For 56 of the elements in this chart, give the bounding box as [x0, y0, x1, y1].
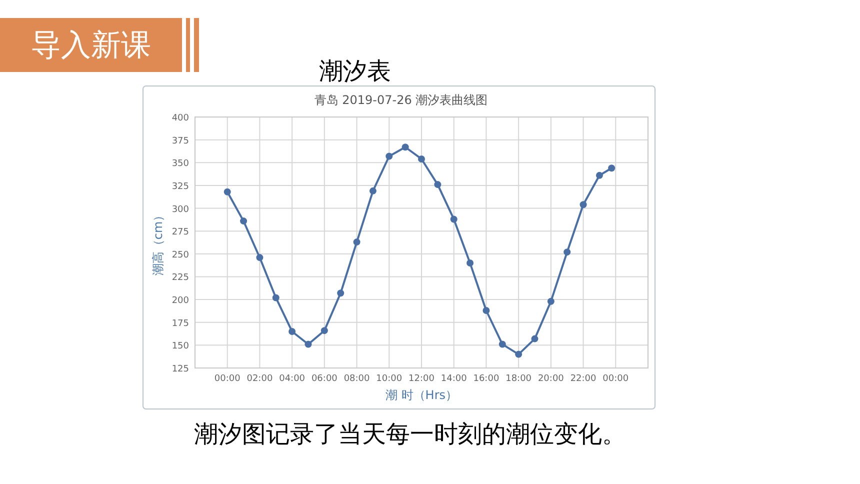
- point: [320, 327, 328, 334]
- y-tick-label: 225: [172, 273, 189, 284]
- chart-title: 潮汐表: [319, 57, 391, 85]
- point: [369, 187, 376, 194]
- point: [240, 218, 248, 225]
- x-tick-label: 20:00: [538, 374, 564, 384]
- point: [288, 328, 296, 335]
- point: [498, 340, 506, 348]
- x-tick-label: 00:00: [602, 374, 629, 384]
- y-tick-label: 125: [172, 364, 189, 374]
- point: [450, 216, 458, 223]
- y-tick-label: 400: [172, 114, 190, 124]
- text: 导入新课: [31, 28, 151, 63]
- y-tick-label: 375: [172, 136, 189, 146]
- y-tick-label: 250: [172, 250, 190, 260]
- y-tick-label: 150: [172, 342, 190, 352]
- point: [386, 152, 393, 160]
- y-axis-title: 潮高（cm）: [151, 209, 165, 276]
- x-tick-label: 14:00: [440, 374, 468, 384]
- point: [256, 254, 264, 262]
- y-tick-label: 325: [172, 182, 189, 192]
- point: [564, 248, 571, 256]
- point: [580, 201, 587, 208]
- y-tick-label: 275: [172, 228, 189, 238]
- point: [224, 188, 231, 196]
- y-tick-label: 350: [172, 159, 190, 170]
- point: [466, 260, 474, 267]
- point: [304, 340, 312, 348]
- point: [353, 238, 360, 246]
- point: [596, 172, 603, 179]
- point: [482, 307, 490, 314]
- y-tick-label: 300: [172, 204, 190, 215]
- text: 潮汐图记录了当天每一时刻的潮位变化。: [194, 420, 626, 448]
- point: [418, 155, 425, 162]
- x-tick-label: 22:00: [570, 374, 597, 384]
- x-tick-label: 02:00: [246, 374, 273, 384]
- x-tick-label: 06:00: [311, 374, 338, 384]
- chart-subtitle: 青岛 2019-07-26 潮汐表曲线图: [314, 93, 488, 107]
- point: [434, 181, 442, 188]
- x-tick-label: 18:00: [506, 374, 532, 384]
- x-tick-label: 16:00: [473, 374, 500, 384]
- y-tick-label: 200: [172, 296, 190, 306]
- x-tick-label: 00:00: [214, 374, 241, 384]
- y-tick-label: 175: [172, 318, 189, 329]
- point: [547, 298, 554, 305]
- x-tick-label: 08:00: [344, 374, 370, 384]
- x-axis-title: 潮 时（Hrs）: [385, 388, 458, 402]
- point: [608, 164, 616, 172]
- point: [515, 350, 522, 358]
- point: [337, 290, 344, 297]
- point: [272, 294, 280, 302]
- x-tick-label: 12:00: [408, 374, 435, 384]
- x-tick-label: 04:00: [279, 374, 306, 384]
- x-tick-label: 10:00: [376, 374, 402, 384]
- point: [531, 335, 538, 342]
- point: [402, 144, 409, 151]
